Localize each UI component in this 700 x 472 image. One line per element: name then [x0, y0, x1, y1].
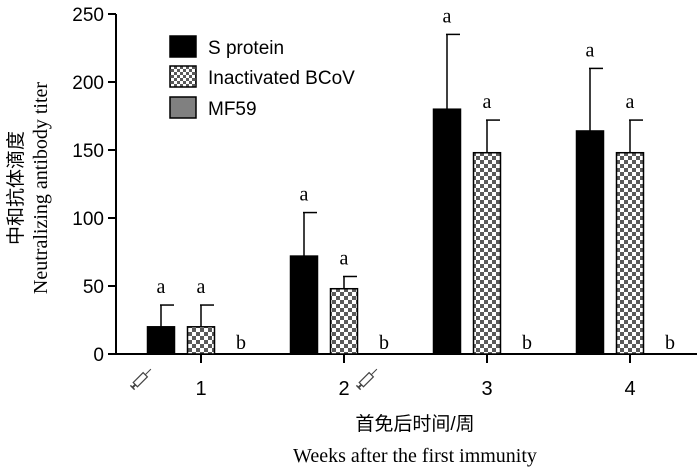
significance-letter: a: [340, 247, 349, 269]
x-tick-label: 3: [481, 378, 492, 400]
legend-swatch: [169, 96, 197, 119]
x-tick-label: 1: [195, 378, 206, 400]
significance-letter: a: [586, 39, 595, 61]
y-axis-label-en: Neutralizing antibody titer: [30, 82, 52, 294]
legend-label: MF59: [208, 99, 257, 120]
bar-checker: [186, 326, 216, 355]
legend-label: S protein: [208, 38, 284, 59]
syringe-needle: [370, 368, 378, 376]
y-tick-label: 0: [93, 345, 104, 366]
significance-letter: b: [379, 332, 389, 354]
bar-solid: [432, 108, 462, 355]
bar-solid: [289, 255, 319, 355]
bar-solid: [575, 130, 605, 355]
syringe-plunger-head: [129, 384, 136, 391]
significance-letter: a: [443, 5, 452, 27]
syringe-plunger-head: [355, 384, 362, 391]
significance-letter: a: [157, 276, 166, 298]
bar-checker: [329, 287, 359, 355]
syringe-needle: [144, 368, 152, 376]
bars-group: a a a a a a a a b b b b: [146, 5, 675, 355]
y-tick-label: 200: [72, 73, 104, 94]
bar-checker: [615, 151, 645, 355]
x-tick-label: 2: [338, 378, 349, 400]
x-axis-label-zh: 首免后时间/周: [355, 413, 474, 435]
legend-label: Inactivated BCoV: [208, 68, 355, 89]
significance-letter: a: [197, 276, 206, 298]
x-axis-label-en: Weeks after the first immunity: [293, 445, 537, 467]
y-axis-label-zh: 中和抗体滴度: [5, 131, 27, 245]
bar-checker: [472, 151, 502, 355]
y-tick-label: 150: [72, 141, 104, 162]
x-tick-label: 4: [624, 378, 635, 400]
syringe-icon: [355, 368, 378, 391]
significance-letter: b: [236, 332, 246, 354]
y-tick-label: 100: [72, 209, 104, 230]
significance-letter: b: [522, 332, 532, 354]
y-tick-label: 50: [83, 277, 104, 298]
legend-swatch: [169, 65, 197, 88]
legend: S protein Inactivated BCoV MF59: [169, 35, 355, 120]
significance-letter: a: [483, 91, 492, 113]
syringe-icon: [129, 368, 152, 391]
y-tick-label: 250: [72, 5, 104, 26]
bar-solid: [146, 326, 176, 355]
legend-swatch: [169, 35, 197, 58]
significance-letter: b: [665, 332, 675, 354]
significance-letter: a: [626, 91, 635, 113]
significance-letter: a: [300, 184, 309, 206]
